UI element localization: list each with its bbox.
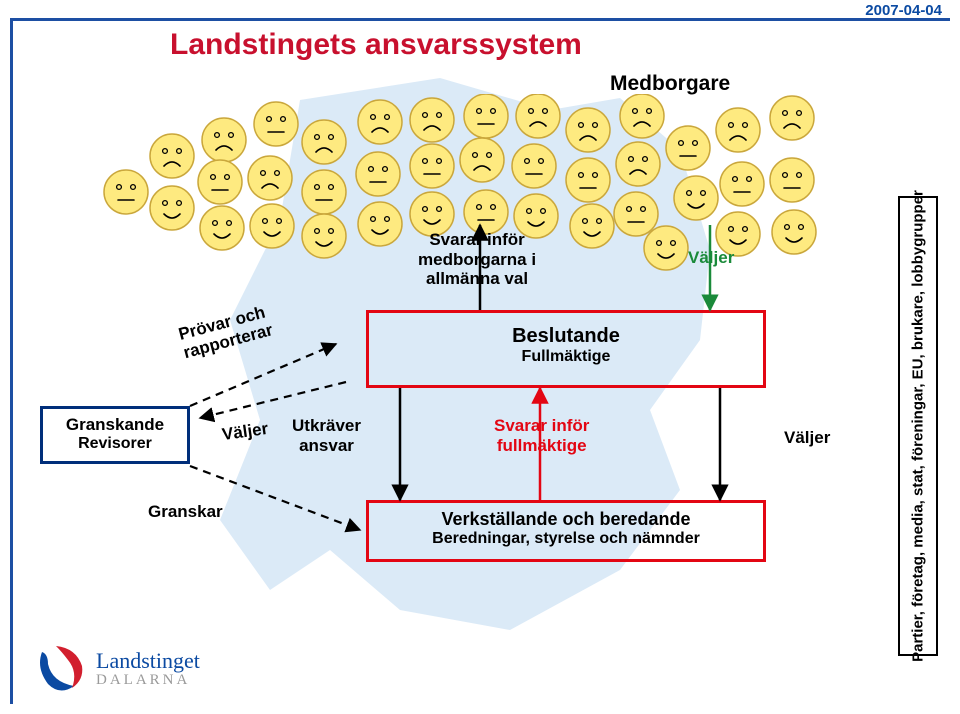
page-title: Landstingets ansvarssystem (170, 28, 582, 62)
verkstallande-line2: Beredningar, styrelse och nämnder (369, 530, 763, 548)
date-label: 2007-04-04 (865, 2, 942, 19)
fullmaktige-line1: Beslutande (369, 325, 763, 348)
verkstallande-box: Verkställande och beredande Beredningar,… (366, 500, 766, 562)
medborgare-label: Medborgare (610, 72, 730, 96)
revisorer-box: Granskande Revisorer (40, 406, 190, 464)
verkstallande-line1: Verkställande och beredande (369, 509, 763, 530)
fullmaktige-line2: Fullmäktige (369, 348, 763, 366)
valjer-top-label: Väljer (688, 248, 734, 268)
revisorer-line2: Revisorer (43, 435, 187, 453)
provar-rapporterar-label: Prövar ochrapporterar (177, 303, 275, 363)
valjer-mid-label: Väljer (784, 428, 830, 448)
fullmaktige-box: Beslutande Fullmäktige (366, 310, 766, 388)
side-actors-text: Partier, företag, media, stat, föreninga… (910, 190, 927, 662)
logo-brand: Landstinget (96, 648, 200, 674)
diagram-stage: 2007-04-04 Landstingets ansvarssystem Me… (0, 0, 960, 714)
logo-mark (34, 642, 86, 694)
svarar-infor-medborgarna-label: Svarar införmedborgarna iallmänna val (418, 230, 536, 289)
revisorer-line1: Granskande (43, 415, 187, 435)
utkraver-ansvar-label: Utkräveransvar (292, 416, 361, 455)
valjer-revisorer-label: Väljer (221, 419, 270, 445)
svarar-infor-fullmaktige-label: Svarar införfullmäktige (494, 416, 589, 455)
landstinget-logo: Landstinget DALARNA (34, 642, 200, 694)
logo-region: DALARNA (96, 672, 200, 689)
granskar-label: Granskar (148, 502, 223, 522)
side-actors-box: Partier, företag, media, stat, föreninga… (898, 196, 938, 656)
